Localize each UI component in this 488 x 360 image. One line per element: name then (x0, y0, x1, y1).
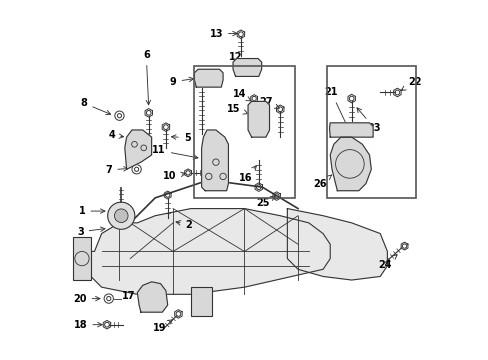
Polygon shape (247, 102, 269, 137)
Bar (326, 66, 415, 198)
Circle shape (114, 209, 128, 222)
Text: 13: 13 (209, 28, 237, 39)
Text: 9: 9 (169, 77, 193, 87)
Polygon shape (329, 137, 370, 191)
Text: 18: 18 (74, 320, 102, 330)
Text: 12: 12 (228, 52, 242, 68)
Text: 2: 2 (176, 220, 192, 230)
Text: 24: 24 (378, 255, 396, 270)
Text: 26: 26 (312, 175, 331, 189)
Polygon shape (329, 123, 372, 137)
Circle shape (107, 202, 135, 229)
Text: 5: 5 (171, 133, 190, 143)
Polygon shape (194, 69, 223, 87)
Text: 1: 1 (79, 206, 105, 216)
Text: 19: 19 (153, 320, 172, 333)
Text: 6: 6 (142, 50, 150, 105)
Text: 22: 22 (401, 77, 421, 90)
Polygon shape (201, 130, 228, 191)
Text: 11: 11 (152, 145, 198, 159)
Text: 8: 8 (81, 98, 110, 114)
Text: 16: 16 (239, 166, 256, 183)
Polygon shape (124, 130, 151, 169)
Text: 10: 10 (163, 171, 185, 181)
Polygon shape (137, 282, 167, 312)
Text: 15: 15 (227, 104, 247, 114)
Polygon shape (77, 208, 329, 294)
Text: 17: 17 (122, 288, 146, 301)
Bar (73, 237, 91, 280)
Text: 3: 3 (77, 227, 105, 237)
Bar (194, 66, 294, 198)
Bar (190, 287, 212, 316)
Text: 20: 20 (73, 294, 100, 303)
Text: 21: 21 (324, 87, 347, 129)
Text: 14: 14 (232, 89, 251, 101)
Text: 25: 25 (256, 196, 275, 208)
Text: 4: 4 (108, 130, 123, 140)
Polygon shape (233, 59, 261, 76)
Polygon shape (287, 208, 386, 280)
Text: 27: 27 (259, 97, 279, 108)
Text: 23: 23 (356, 108, 381, 133)
Text: 7: 7 (105, 165, 128, 175)
